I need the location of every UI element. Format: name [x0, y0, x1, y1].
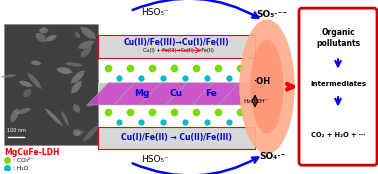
Text: Cu(I) + Fe(III)→Cu(II) + Fe(II): Cu(I) + Fe(III)→Cu(II) + Fe(II)	[143, 48, 214, 53]
Polygon shape	[16, 108, 31, 114]
Polygon shape	[75, 32, 80, 38]
Polygon shape	[30, 61, 42, 65]
Text: MgCuFe-LDH: MgCuFe-LDH	[4, 148, 59, 157]
Polygon shape	[80, 27, 96, 39]
Bar	[98, 83, 255, 105]
Text: Fe: Fe	[205, 89, 217, 98]
Polygon shape	[88, 83, 135, 105]
Text: SO₄·⁻: SO₄·⁻	[259, 152, 285, 161]
Ellipse shape	[251, 40, 284, 134]
Text: ·OH: ·OH	[253, 77, 271, 86]
Text: Mg: Mg	[134, 89, 150, 98]
Polygon shape	[140, 83, 187, 105]
Polygon shape	[114, 83, 161, 105]
Polygon shape	[83, 124, 99, 142]
Text: Cu(II)/Fe(III)→Cu(I)/Fe(II): Cu(II)/Fe(III)→Cu(I)/Fe(II)	[124, 38, 229, 47]
Text: Intermediates: Intermediates	[310, 81, 366, 87]
Polygon shape	[218, 83, 265, 105]
Polygon shape	[61, 110, 69, 127]
Polygon shape	[71, 70, 85, 84]
Text: : H₂O: : H₂O	[13, 166, 28, 171]
Polygon shape	[192, 83, 239, 105]
Text: HSO₅⁻: HSO₅⁻	[141, 8, 169, 17]
Text: SO₅·⁻⁻: SO₅·⁻⁻	[256, 10, 288, 19]
Ellipse shape	[240, 20, 294, 154]
Polygon shape	[10, 108, 19, 123]
Polygon shape	[88, 83, 135, 105]
Polygon shape	[27, 72, 42, 89]
Text: Cu: Cu	[170, 89, 183, 98]
Polygon shape	[71, 81, 82, 94]
Polygon shape	[45, 35, 57, 41]
Text: CO₂ + H₂O + ⋯: CO₂ + H₂O + ⋯	[311, 132, 365, 138]
Polygon shape	[114, 83, 161, 105]
Polygon shape	[64, 62, 84, 67]
Ellipse shape	[240, 20, 294, 154]
Polygon shape	[81, 46, 92, 58]
Text: OH⁻: OH⁻	[256, 100, 268, 104]
Text: Organic
pollutants: Organic pollutants	[316, 28, 360, 48]
Polygon shape	[18, 81, 33, 87]
Text: H₂O: H₂O	[243, 100, 255, 104]
FancyBboxPatch shape	[299, 8, 377, 165]
Text: Cu(I)/Fe(II) → Cu(II)/Fe(III): Cu(I)/Fe(II) → Cu(II)/Fe(III)	[121, 133, 232, 142]
Polygon shape	[73, 129, 81, 136]
Ellipse shape	[240, 20, 294, 154]
Ellipse shape	[240, 20, 294, 154]
Polygon shape	[98, 127, 255, 149]
Polygon shape	[44, 108, 63, 127]
Ellipse shape	[240, 20, 294, 154]
Polygon shape	[56, 67, 73, 74]
Polygon shape	[166, 83, 213, 105]
Text: HSO₅⁻: HSO₅⁻	[141, 155, 169, 164]
Polygon shape	[23, 89, 31, 97]
Polygon shape	[73, 104, 80, 113]
Text: 100 nm: 100 nm	[6, 128, 25, 133]
Polygon shape	[36, 33, 46, 42]
Polygon shape	[166, 83, 213, 105]
Polygon shape	[140, 83, 187, 105]
Bar	[4, 24, 98, 145]
Polygon shape	[192, 83, 239, 105]
Polygon shape	[0, 74, 17, 78]
Text: : CO₃²⁻: : CO₃²⁻	[13, 158, 33, 163]
Polygon shape	[74, 131, 84, 135]
Polygon shape	[78, 40, 94, 49]
Polygon shape	[86, 103, 94, 107]
Polygon shape	[98, 35, 255, 58]
Polygon shape	[218, 83, 265, 105]
Polygon shape	[39, 27, 49, 34]
